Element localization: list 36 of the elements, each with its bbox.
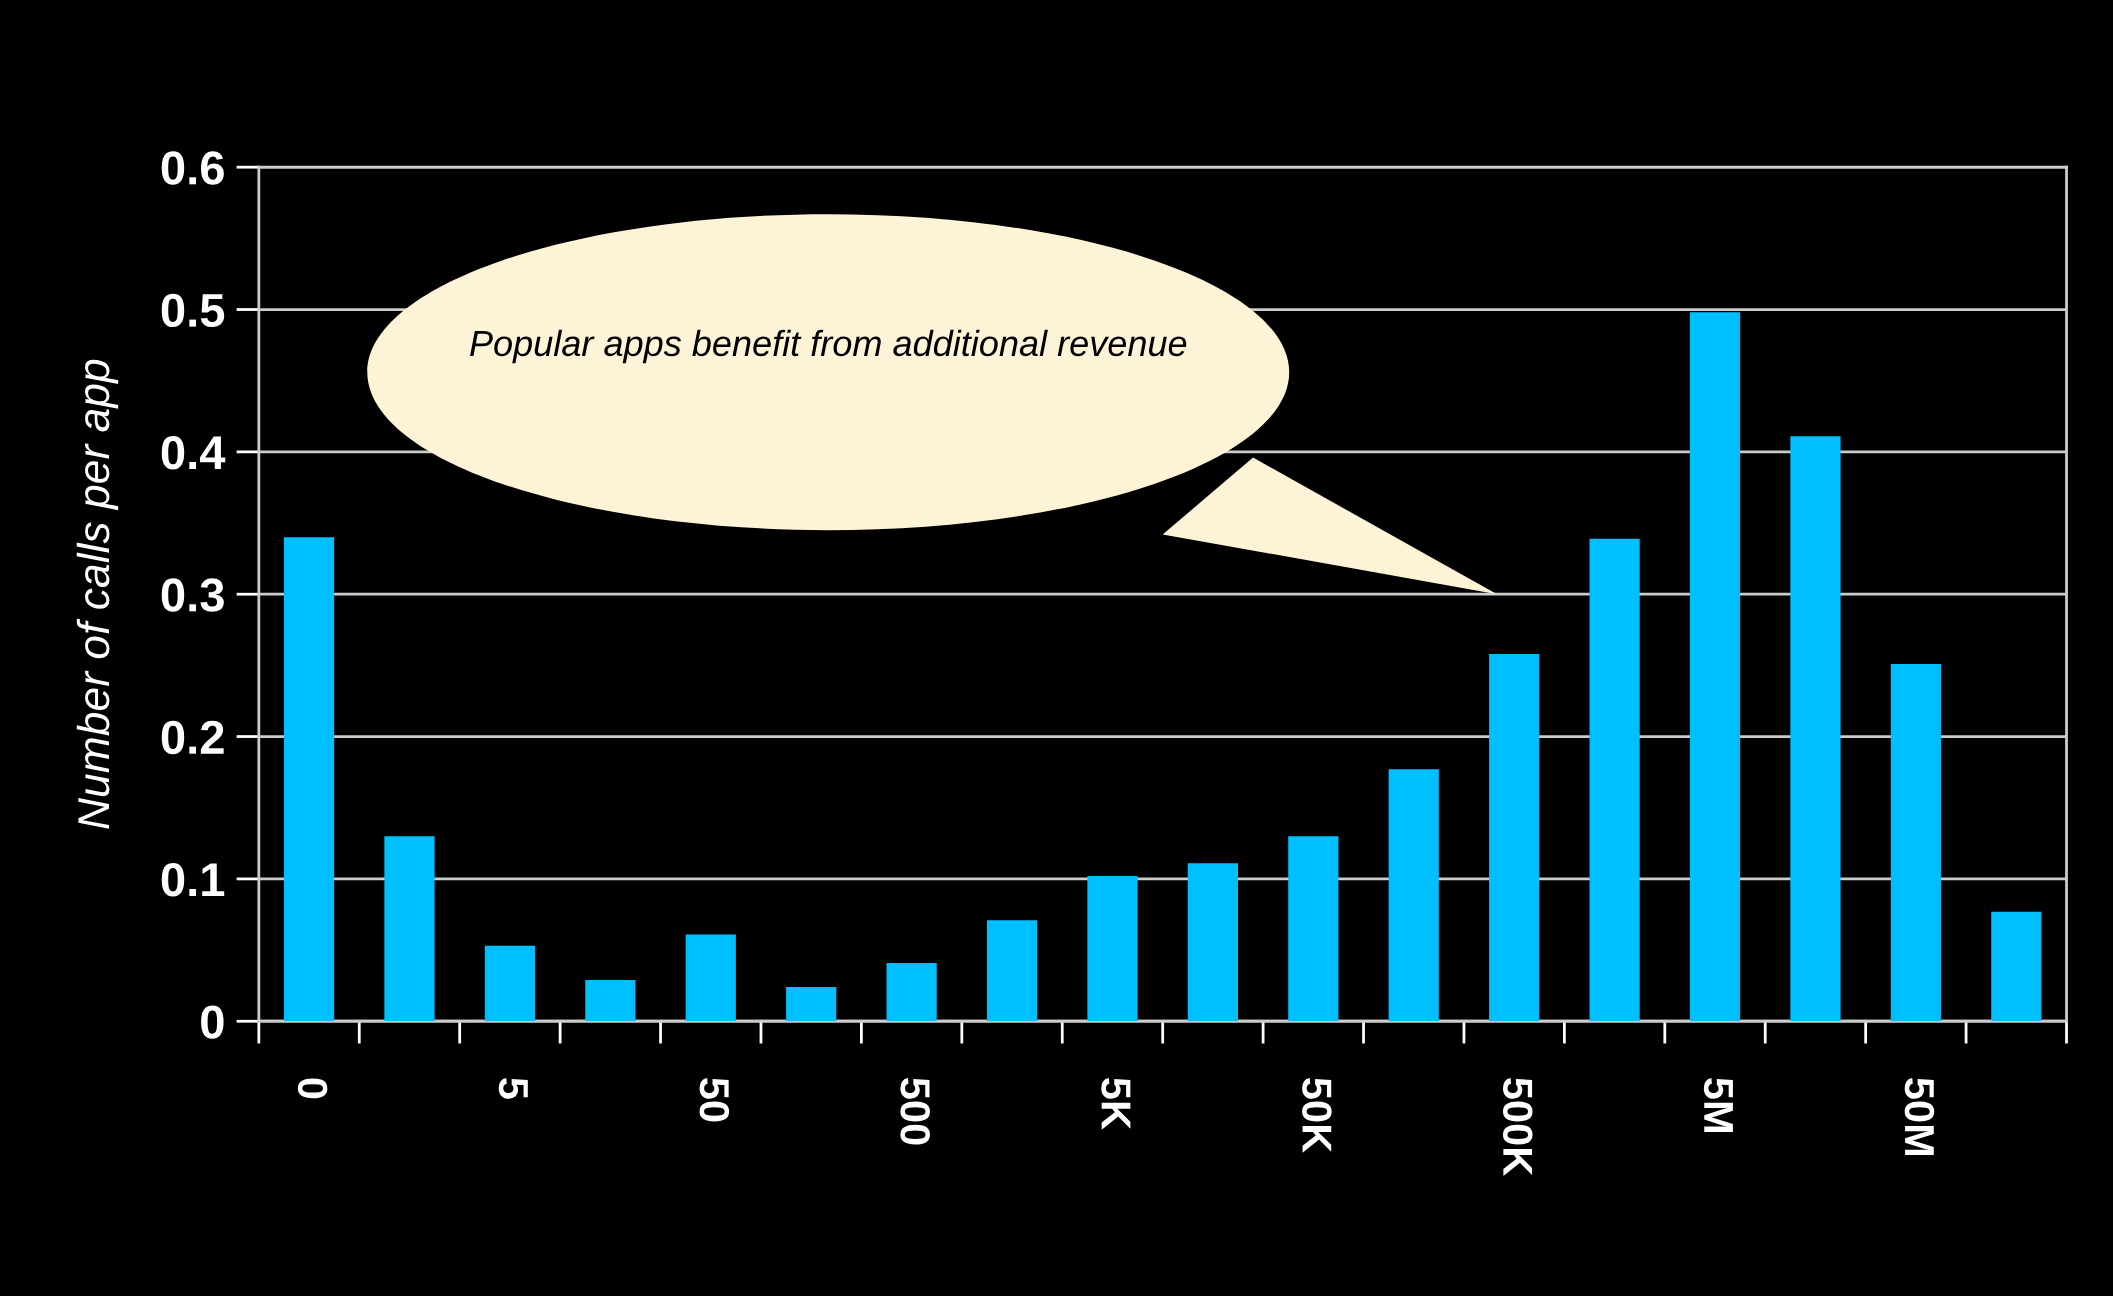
bar bbox=[1489, 654, 1540, 1022]
x-tick-label: 5M bbox=[1703, 1078, 1733, 1132]
y-tick-label: 0.3 bbox=[161, 578, 224, 612]
x-tick-label: 500 bbox=[900, 1078, 930, 1145]
bar bbox=[1589, 538, 1640, 1022]
bar bbox=[384, 836, 435, 1022]
bar bbox=[1288, 836, 1339, 1022]
bar bbox=[1187, 863, 1238, 1022]
bar bbox=[685, 934, 736, 1022]
x-tick-label: 5K bbox=[1101, 1078, 1131, 1130]
bar bbox=[1388, 769, 1439, 1022]
bar bbox=[484, 945, 536, 1022]
bar bbox=[283, 537, 335, 1022]
y-axis-title: Number of calls per app bbox=[76, 359, 119, 829]
bar bbox=[585, 979, 636, 1022]
x-tick-label: 5 bbox=[498, 1078, 528, 1099]
y-tick-label: 0.1 bbox=[161, 863, 225, 897]
bar bbox=[1890, 663, 1941, 1022]
x-tick-label: 0 bbox=[297, 1078, 328, 1099]
x-tick-label: 500K bbox=[1502, 1078, 1533, 1177]
y-tick-label: 0.2 bbox=[161, 720, 224, 755]
y-tick-label: 0.4 bbox=[161, 436, 226, 470]
y-tick-label: 0.5 bbox=[161, 293, 225, 328]
annotation: Popular apps benefit from additional revenue bbox=[470, 329, 1187, 364]
bar bbox=[1790, 436, 1841, 1022]
x-tick-label: 50K bbox=[1302, 1078, 1332, 1153]
x-tick-label: 50M bbox=[1904, 1078, 1935, 1156]
y-tick-label: 0.6 bbox=[161, 151, 224, 185]
bar bbox=[786, 987, 837, 1022]
bar bbox=[1087, 876, 1138, 1022]
bar bbox=[1689, 312, 1741, 1022]
x-tick-label: 50 bbox=[699, 1078, 730, 1122]
bar bbox=[986, 920, 1038, 1022]
bar bbox=[1991, 911, 2042, 1022]
bar bbox=[886, 962, 937, 1022]
y-tick-label: 0 bbox=[201, 1005, 224, 1039]
